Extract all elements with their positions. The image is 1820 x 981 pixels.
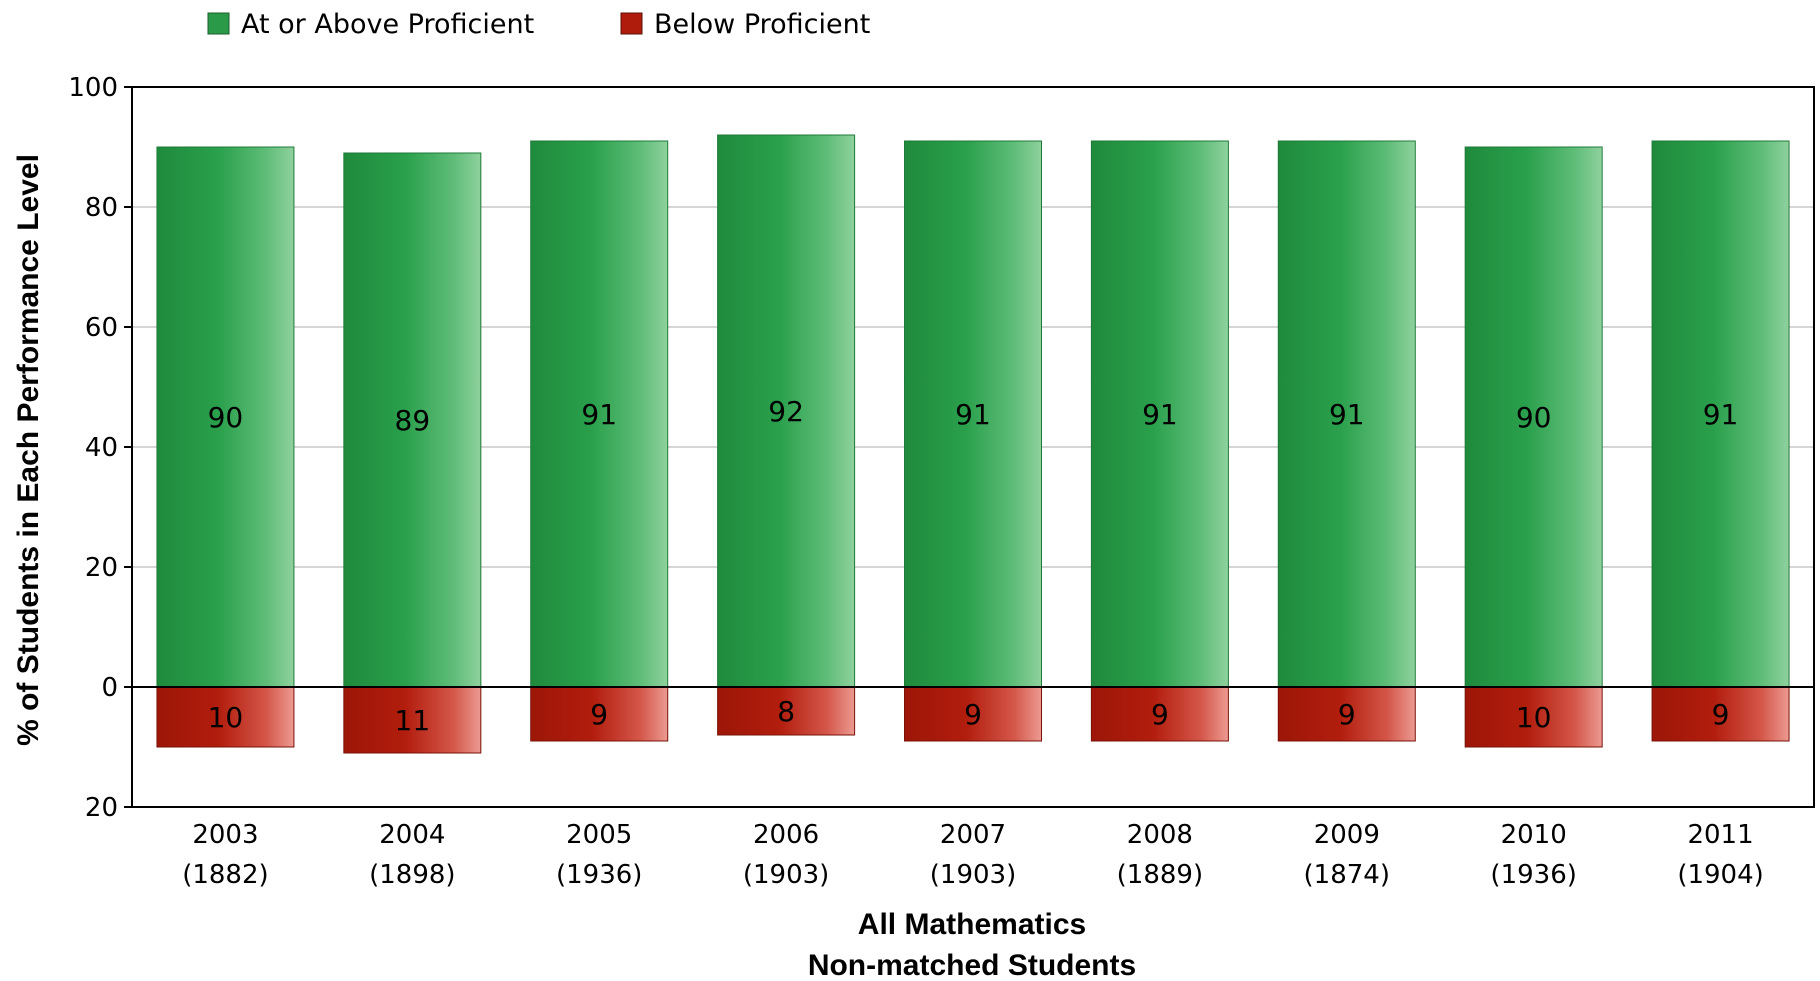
bar-at-or-above-proficient: [1464, 146, 1603, 688]
y-tick-label: 80: [85, 193, 118, 223]
x-tick-label-year: 2010: [1501, 820, 1567, 850]
data-label-at-or-above: 91: [581, 398, 617, 431]
bar-below-proficient: [343, 686, 482, 754]
bar-at-or-above-proficient: [156, 146, 295, 688]
y-tick-label: 0: [101, 673, 118, 703]
legend-label-below: Below Proficient: [654, 9, 870, 40]
x-axis-title-line2: Non-matched Students: [808, 949, 1136, 981]
x-tick-label-year: 2008: [1127, 820, 1193, 850]
y-axis-ticks: 100 80 60 40 20 0 20: [68, 73, 132, 823]
x-tick-label-year: 2005: [566, 820, 632, 850]
y-tick-label: 40: [85, 433, 118, 463]
x-tick-label-year: 2006: [753, 820, 819, 850]
legend-label-at-or-above: At or Above Proficient: [241, 9, 534, 40]
y-tick-label: 20: [85, 793, 118, 823]
bar-at-or-above-proficient: [530, 140, 669, 688]
bar-below-proficient: [530, 686, 669, 742]
x-tick-label-year: 2004: [379, 820, 445, 850]
x-tick-label-count: (1898): [369, 860, 455, 890]
data-label-below: 9: [1338, 698, 1356, 731]
data-labels: 90 10 89 11 91 9 92 8 91 9 91 9 91 9 90 10 91 9: [208, 395, 1739, 737]
bar-below-proficient: [156, 686, 295, 748]
x-axis-ticks: 2003 (1882) 2004 (1898) 2005 (1936) 2006 (1903)…: [182, 820, 1764, 890]
data-label-at-or-above: 90: [1516, 401, 1552, 434]
x-tick-label-count: (1889): [1117, 860, 1203, 890]
x-tick-label-year: 2007: [940, 820, 1006, 850]
x-tick-label-count: (1936): [556, 860, 642, 890]
data-label-at-or-above: 91: [1703, 398, 1739, 431]
x-tick-label-count: (1874): [1304, 860, 1390, 890]
bar-at-or-above-proficient: [904, 140, 1042, 688]
y-tick-label: 20: [85, 553, 118, 583]
bar-below-proficient: [1090, 686, 1229, 742]
x-tick-label-count: (1882): [182, 860, 268, 890]
y-tick-label: 60: [85, 313, 118, 343]
bar-below-proficient: [1464, 686, 1603, 748]
y-tick-label: 100: [68, 73, 118, 103]
x-tick-label-count: (1904): [1677, 860, 1763, 890]
bar-below-proficient: [717, 686, 856, 736]
x-tick-label-year: 2011: [1687, 820, 1753, 850]
data-label-below: 9: [1712, 698, 1730, 731]
data-label-at-or-above: 91: [955, 398, 991, 431]
bar-at-or-above-proficient: [343, 152, 482, 688]
y-axis-title: % of Students in Each Performance Level: [12, 154, 45, 746]
data-label-below: 10: [208, 701, 244, 734]
legend-swatch-at-or-above: [207, 12, 230, 35]
data-label-below: 9: [590, 698, 608, 731]
data-label-at-or-above: 91: [1142, 398, 1178, 431]
bars: [156, 134, 1790, 754]
bar-below-proficient: [1651, 686, 1790, 742]
bar-at-or-above-proficient: [1651, 140, 1790, 688]
x-axis-title-line1: All Mathematics: [858, 908, 1086, 941]
x-tick-label-count: (1936): [1490, 860, 1576, 890]
x-tick-label-count: (1903): [743, 860, 829, 890]
data-label-below: 11: [395, 704, 431, 737]
legend-swatch-below: [620, 12, 643, 35]
x-tick-label-year: 2003: [192, 820, 258, 850]
data-label-below: 9: [964, 698, 982, 731]
data-label-below: 10: [1516, 701, 1552, 734]
data-label-at-or-above: 89: [395, 404, 431, 437]
data-label-below: 8: [777, 695, 795, 728]
bar-at-or-above-proficient: [717, 134, 856, 688]
data-label-at-or-above: 91: [1329, 398, 1365, 431]
bar-at-or-above-proficient: [1090, 140, 1229, 688]
data-label-at-or-above: 90: [208, 401, 244, 434]
x-tick-label-count: (1903): [930, 860, 1016, 890]
legend: At or Above Proficient Below Proficient: [207, 9, 870, 40]
data-label-below: 9: [1151, 698, 1169, 731]
data-label-at-or-above: 92: [768, 395, 804, 428]
x-tick-label-year: 2009: [1314, 820, 1380, 850]
